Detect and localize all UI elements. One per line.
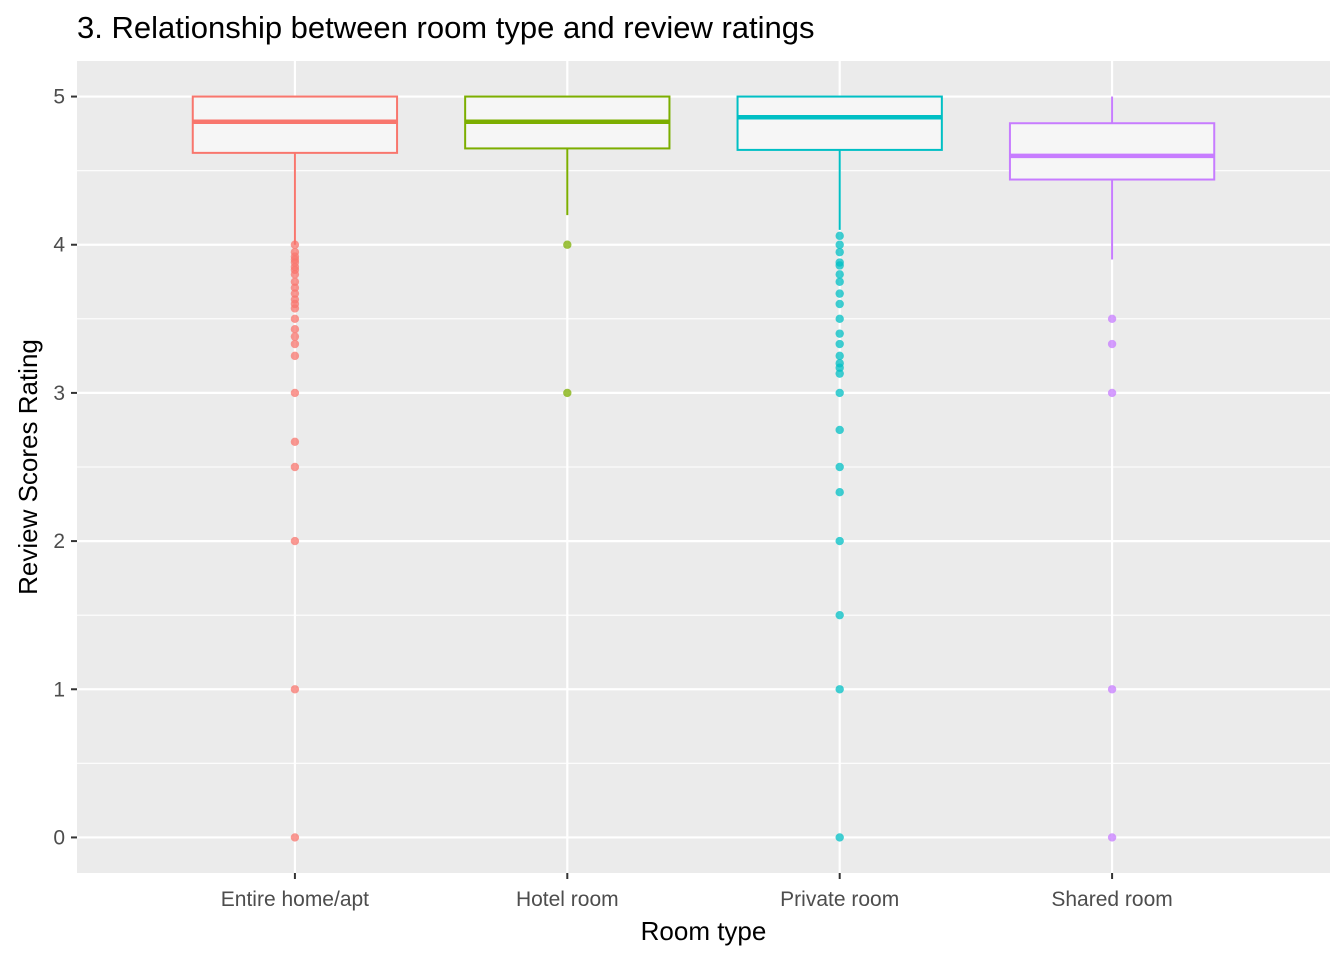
box-iqr: [1008, 122, 1216, 181]
outlier-point: [835, 339, 844, 349]
box-group-entire-home-apt: [191, 95, 399, 842]
outlier-point: [290, 289, 300, 298]
outlier-point: [835, 247, 844, 257]
outlier-point: [290, 304, 300, 313]
outlier-point: [290, 536, 300, 546]
y-tick-label: 5: [53, 86, 65, 109]
outlier-point: [835, 369, 844, 378]
outlier-point: [290, 270, 300, 279]
y-tick-label: 4: [53, 234, 65, 257]
outlier-point: [290, 283, 300, 292]
y-tick-label: 2: [53, 530, 65, 553]
outlier-point: [835, 462, 844, 472]
y-tick-label: 0: [53, 826, 65, 849]
outlier-point: [1107, 314, 1117, 324]
outlier-point: [835, 425, 844, 435]
outlier-point: [290, 277, 300, 286]
outlier-point: [835, 363, 844, 372]
outlier-point: [835, 240, 844, 249]
y-tick-label: 3: [53, 382, 65, 405]
outlier-point: [835, 314, 844, 324]
box-series: [191, 95, 1216, 842]
chart-title: 3. Relationship between room type and re…: [77, 10, 815, 45]
outlier-point: [835, 270, 844, 279]
outlier-point: [290, 685, 300, 694]
outlier-point: [835, 833, 844, 842]
x-axis: Entire home/apt Hotel room Private room Sha…: [221, 873, 1173, 911]
outlier-point: [290, 332, 300, 341]
y-tick-label: 1: [53, 678, 65, 701]
box-iqr: [191, 95, 399, 154]
box-group-shared-room: [1008, 96, 1216, 842]
outlier-point: [290, 388, 300, 398]
outlier-point: [290, 437, 300, 447]
outlier-point: [835, 610, 844, 620]
x-tick-label: Private room: [780, 888, 899, 911]
outlier-point: [835, 261, 844, 270]
x-tick-label: Shared room: [1051, 888, 1172, 911]
outlier-point: [1107, 685, 1117, 694]
outlier-point: [290, 339, 300, 349]
outlier-point: [1107, 833, 1117, 842]
outlier-point: [290, 314, 300, 324]
box-iqr: [736, 95, 943, 151]
outlier-point: [835, 685, 844, 694]
outlier-point: [563, 240, 572, 249]
outlier-point: [835, 299, 844, 309]
box-group-private-room: [736, 95, 943, 842]
x-tick-label: Entire home/apt: [221, 888, 369, 911]
outlier-point: [835, 536, 844, 546]
outlier-point: [835, 277, 844, 286]
outlier-point: [1107, 339, 1117, 349]
x-axis-title: Room type: [641, 916, 767, 946]
outlier-point: [563, 388, 572, 398]
x-tick-label: Hotel room: [516, 888, 619, 911]
outlier-point: [290, 462, 300, 472]
outlier-point: [835, 388, 844, 398]
y-axis: 0 1 2 3 4 5: [53, 86, 77, 849]
outlier-point: [835, 351, 844, 361]
outlier-point: [835, 329, 844, 338]
outlier-point: [835, 487, 844, 497]
outlier-point: [835, 231, 844, 241]
outlier-point: [290, 240, 300, 249]
y-axis-title: Review Scores Rating: [13, 339, 43, 595]
outlier-point: [1107, 388, 1117, 398]
outlier-point: [290, 324, 300, 334]
outlier-point: [835, 289, 844, 298]
outlier-point: [290, 351, 300, 361]
outlier-point: [290, 833, 300, 842]
box-group-hotel-room: [464, 95, 671, 398]
